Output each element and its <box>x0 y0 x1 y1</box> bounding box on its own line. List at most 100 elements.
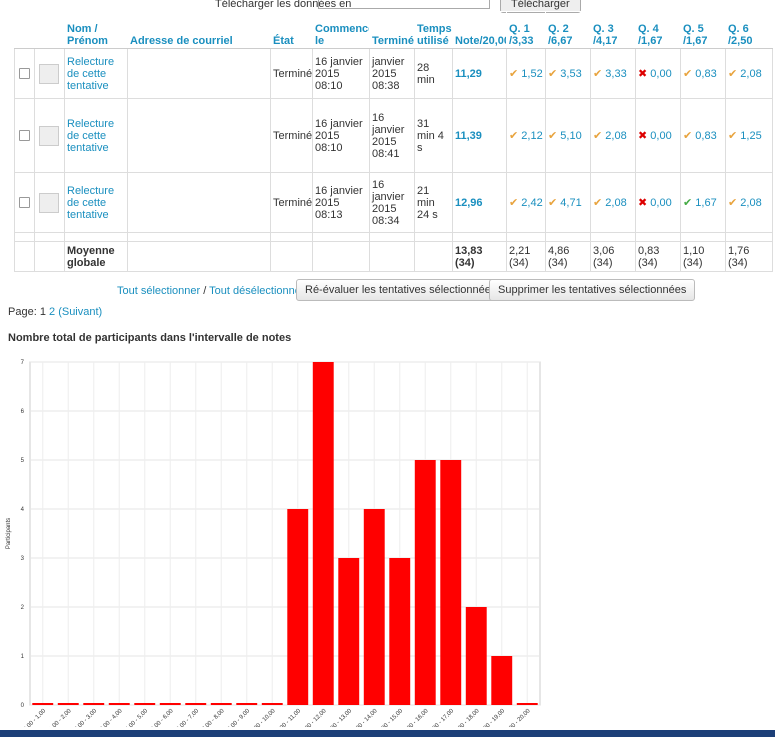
y-tick-label: 7 <box>21 360 25 366</box>
average-grade: 13,83 (34) <box>452 241 507 272</box>
question-grade[interactable]: 1,67 <box>695 196 717 209</box>
question-grade[interactable]: 0,83 <box>695 67 717 80</box>
question-cell: ✔ 2,08 <box>725 48 773 99</box>
bar <box>363 509 385 705</box>
format-select[interactable] <box>318 0 490 9</box>
empty-cell <box>14 232 35 242</box>
average-question: 1,76 (34) <box>725 241 773 272</box>
average-question: 1,10 (34) <box>680 241 726 272</box>
x-tick-label: 10,00 - 11,00 <box>273 708 302 727</box>
avatar-cell <box>34 172 65 233</box>
started-cell: 16 janvier 2015 08:10 <box>312 98 370 173</box>
question-grade[interactable]: 2,08 <box>740 67 762 80</box>
grade-icon: ✔ <box>593 67 606 80</box>
select-all[interactable]: Tout sélectionner <box>117 285 201 297</box>
review-link[interactable]: Relecture de cette tentative <box>67 117 115 154</box>
avatar-cell <box>34 48 65 99</box>
x-tick-label: 1,00 - 2,00 <box>48 708 73 727</box>
email-cell <box>127 172 271 233</box>
empty-cell <box>14 241 35 272</box>
review-link[interactable]: Relecture de cette tentative <box>67 184 115 221</box>
grade-cell: 12,96 <box>452 172 507 233</box>
x-tick-label: 2,00 - 3,00 <box>74 708 99 727</box>
header-cell <box>14 11 35 49</box>
bar <box>108 703 130 705</box>
question-grade[interactable]: 2,12 <box>521 129 543 142</box>
column-header: Q. 1 /3,33 <box>506 11 546 49</box>
column-header: Q. 5 /1,67 <box>680 11 726 49</box>
y-tick-label: 5 <box>21 458 25 464</box>
empty-cell <box>127 241 271 272</box>
bar <box>389 558 411 705</box>
column-header: Commencé le <box>312 11 370 49</box>
bar <box>134 703 156 705</box>
bar <box>57 703 79 705</box>
grade-icon: ✔ <box>593 196 606 209</box>
question-cell: ✔ 0,83 <box>680 98 726 173</box>
average-question: 0,83 (34) <box>635 241 681 272</box>
regrade-button[interactable]: Ré-évaluer les tentatives sélectionnées <box>296 279 506 301</box>
x-tick-label: 14,00 - 15,00 <box>375 708 405 727</box>
x-tick-label: 13,00 - 14,00 <box>349 708 379 727</box>
next-link[interactable]: (Suivant) <box>58 306 103 318</box>
deselect-all[interactable]: Tout désélectionner <box>209 285 305 297</box>
y-tick-label: 4 <box>21 507 25 513</box>
question-grade[interactable]: 0,00 <box>650 196 672 209</box>
attempt-row: Relecture de cette tentative Terminé 16 ja… <box>14 98 773 173</box>
question-grade[interactable]: 0,00 <box>650 67 672 80</box>
chart-title: Nombre total de participants dans l'inte… <box>8 332 292 344</box>
state-cell: Terminé <box>270 98 313 173</box>
select-cell <box>14 172 35 233</box>
bar <box>159 703 181 705</box>
question-grade[interactable]: 2,08 <box>605 129 627 142</box>
question-grade[interactable]: 1,52 <box>521 67 543 80</box>
bar <box>32 703 54 705</box>
empty-cell <box>414 241 453 272</box>
question-grade[interactable]: 3,33 <box>605 67 627 80</box>
y-axis-label: Participants <box>6 518 12 549</box>
question-grade[interactable]: 0,83 <box>695 129 717 142</box>
question-grade[interactable]: 2,08 <box>740 196 762 209</box>
empty-cell <box>414 232 453 242</box>
email-cell <box>127 48 271 99</box>
question-cell: ✔ 0,83 <box>680 48 726 99</box>
x-tick-label: 15,00 - 16,00 <box>400 708 430 727</box>
question-grade[interactable]: 3,53 <box>560 67 582 80</box>
empty-cell <box>270 232 313 242</box>
empty-cell <box>369 232 415 242</box>
avatar-cell <box>34 98 65 173</box>
duration-cell: 31 min 4 s <box>414 98 453 173</box>
avatar <box>39 63 59 84</box>
question-grade[interactable]: 1,25 <box>740 129 762 142</box>
grade-icon: ✖ <box>638 67 651 80</box>
x-tick-label: 9,00 - 10,00 <box>250 708 277 727</box>
question-cell: ✔ 4,71 <box>545 172 591 233</box>
bar <box>236 703 258 705</box>
started-cell: 16 janvier 2015 08:13 <box>312 172 370 233</box>
question-grade[interactable]: 4,71 <box>560 196 582 209</box>
question-cell: ✔ 2,08 <box>590 172 636 233</box>
checkbox[interactable] <box>19 130 30 141</box>
attempt-row: Relecture de cette tentative Terminé 16 ja… <box>14 172 773 233</box>
question-grade[interactable]: 0,00 <box>650 129 672 142</box>
grade-icon: ✖ <box>638 129 651 142</box>
delete-button[interactable]: Supprimer les tentatives sélectionnées <box>489 279 696 301</box>
page-link[interactable]: 2 <box>49 306 56 318</box>
grade-icon: ✔ <box>683 67 696 80</box>
empty-cell <box>590 232 636 242</box>
review-link[interactable]: Relecture de cette tentative <box>67 55 115 92</box>
column-header: Terminé <box>369 11 415 49</box>
question-grade[interactable]: 2,08 <box>605 196 627 209</box>
x-tick-label: 0,00 - 1,00 <box>23 708 48 727</box>
y-tick-label: 0 <box>21 703 25 709</box>
column-header: Q. 2 /6,67 <box>545 11 591 49</box>
grade-icon: ✔ <box>509 129 522 142</box>
question-grade[interactable]: 5,10 <box>560 129 582 142</box>
checkbox[interactable] <box>19 68 30 79</box>
question-cell: ✔ 1,52 <box>506 48 546 99</box>
question-cell: ✔ 2,42 <box>506 172 546 233</box>
checkbox[interactable] <box>19 197 30 208</box>
finished-cell: janvier 2015 08:38 <box>369 48 415 99</box>
question-grade[interactable]: 2,42 <box>521 196 543 209</box>
empty-cell <box>312 232 370 242</box>
